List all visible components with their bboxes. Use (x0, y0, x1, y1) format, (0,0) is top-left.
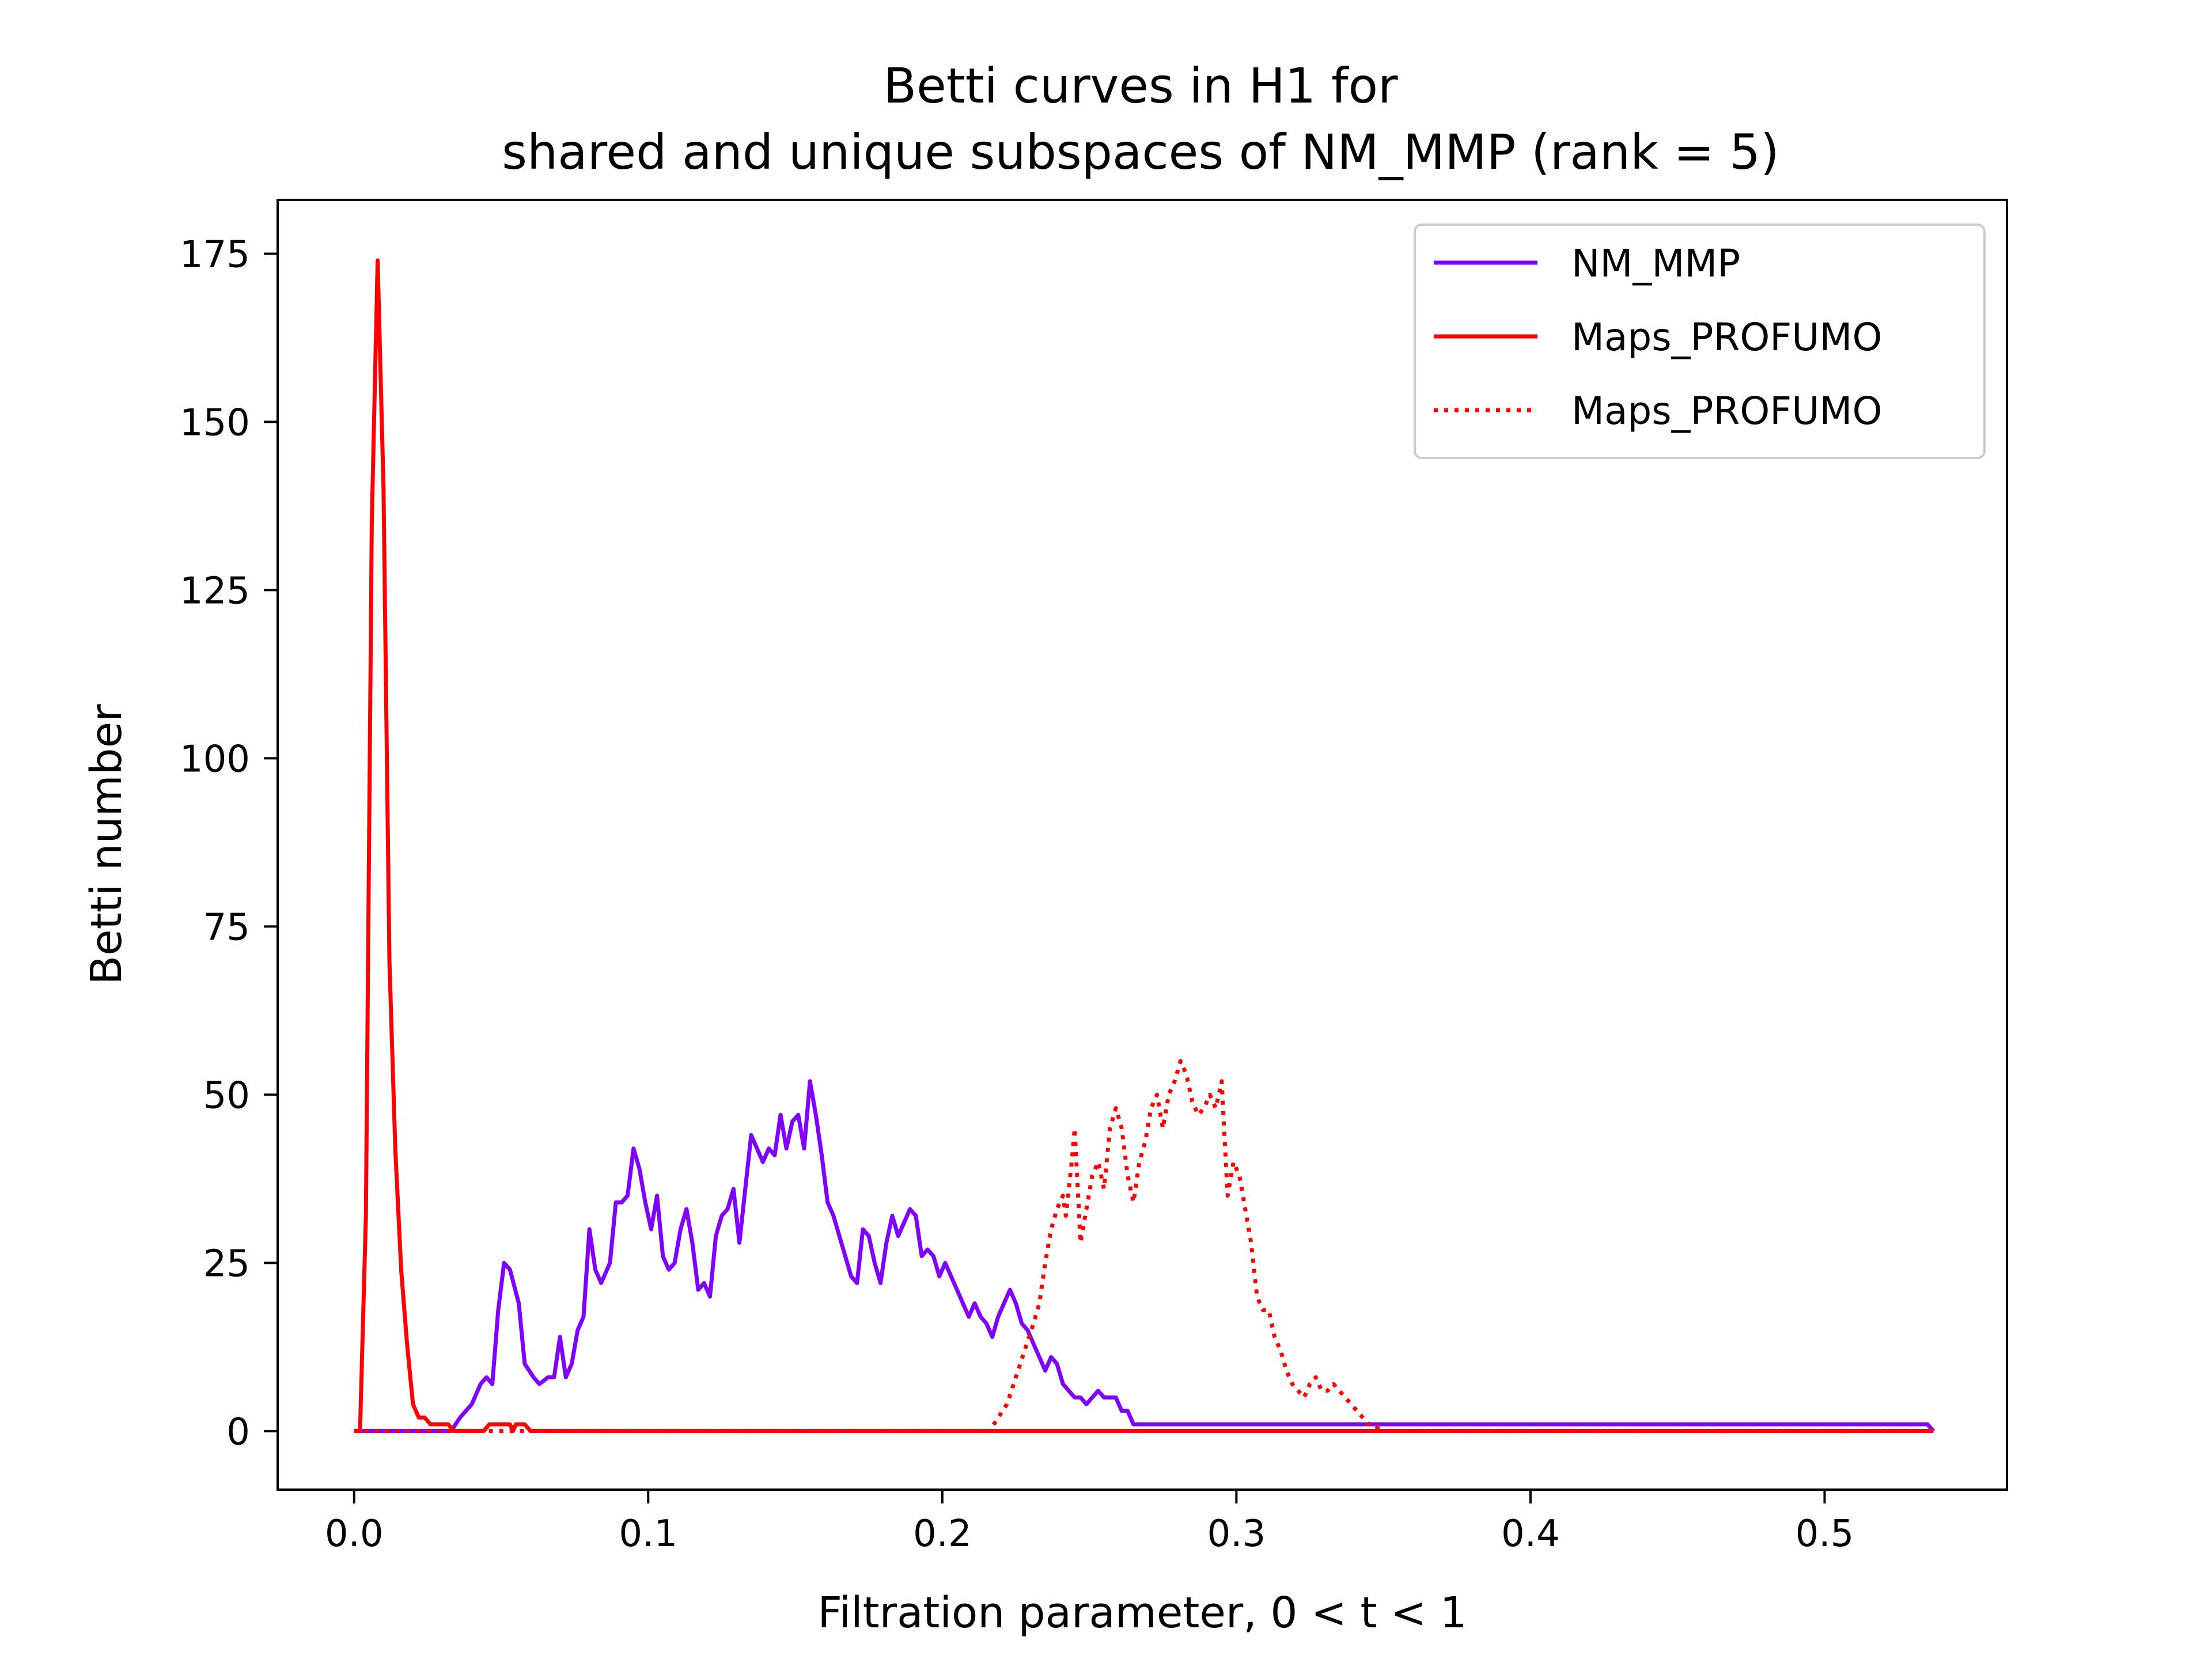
x-tick-label: 0.5 (1796, 1513, 1854, 1555)
y-tick-label: 175 (180, 233, 250, 276)
legend-label-maps-profumo-solid: Maps_PROFUMO (1571, 315, 1882, 359)
x-axis: 0.0 0.1 0.2 0.3 0.4 0.5 (325, 1490, 1854, 1555)
x-tick-label: 0.0 (325, 1513, 384, 1555)
y-tick-label: 150 (180, 402, 250, 444)
x-axis-label: Filtration parameter, 0 < t < 1 (817, 1588, 1467, 1638)
series-line-maps-profumo-dotted (354, 1059, 1934, 1433)
legend-label-nm-mmp: NM_MMP (1571, 241, 1740, 286)
x-tick-label: 0.1 (619, 1513, 677, 1555)
legend-box (1414, 224, 1986, 459)
y-tick-label: 25 (203, 1243, 250, 1285)
chart-title-line2: shared and unique subspaces of NM_MMP (r… (502, 124, 1779, 180)
y-tick-label: 125 (180, 570, 250, 612)
y-tick-label: 75 (203, 906, 250, 949)
series-line-nm-mmp (354, 1079, 1936, 1433)
x-tick-label: 0.3 (1207, 1513, 1266, 1555)
x-tick-label: 0.2 (913, 1513, 972, 1555)
legend-label-maps-profumo-dotted: Maps_PROFUMO (1571, 389, 1882, 433)
y-tick-label: 100 (180, 738, 250, 781)
y-tick-label: 0 (226, 1411, 250, 1453)
y-tick-label: 50 (203, 1074, 250, 1117)
x-tick-label: 0.4 (1501, 1513, 1560, 1555)
y-axis: 0 25 50 75 100 125 150 175 (180, 233, 278, 1453)
y-axis-label: Betti number (82, 704, 131, 985)
legend: NM_MMP Maps_PROFUMO Maps_PROFUMO (1414, 224, 1986, 459)
plot-area (354, 258, 1936, 1433)
axes-frame (276, 199, 2008, 1491)
chart-title-line1: Betti curves in H1 for (883, 58, 1398, 114)
